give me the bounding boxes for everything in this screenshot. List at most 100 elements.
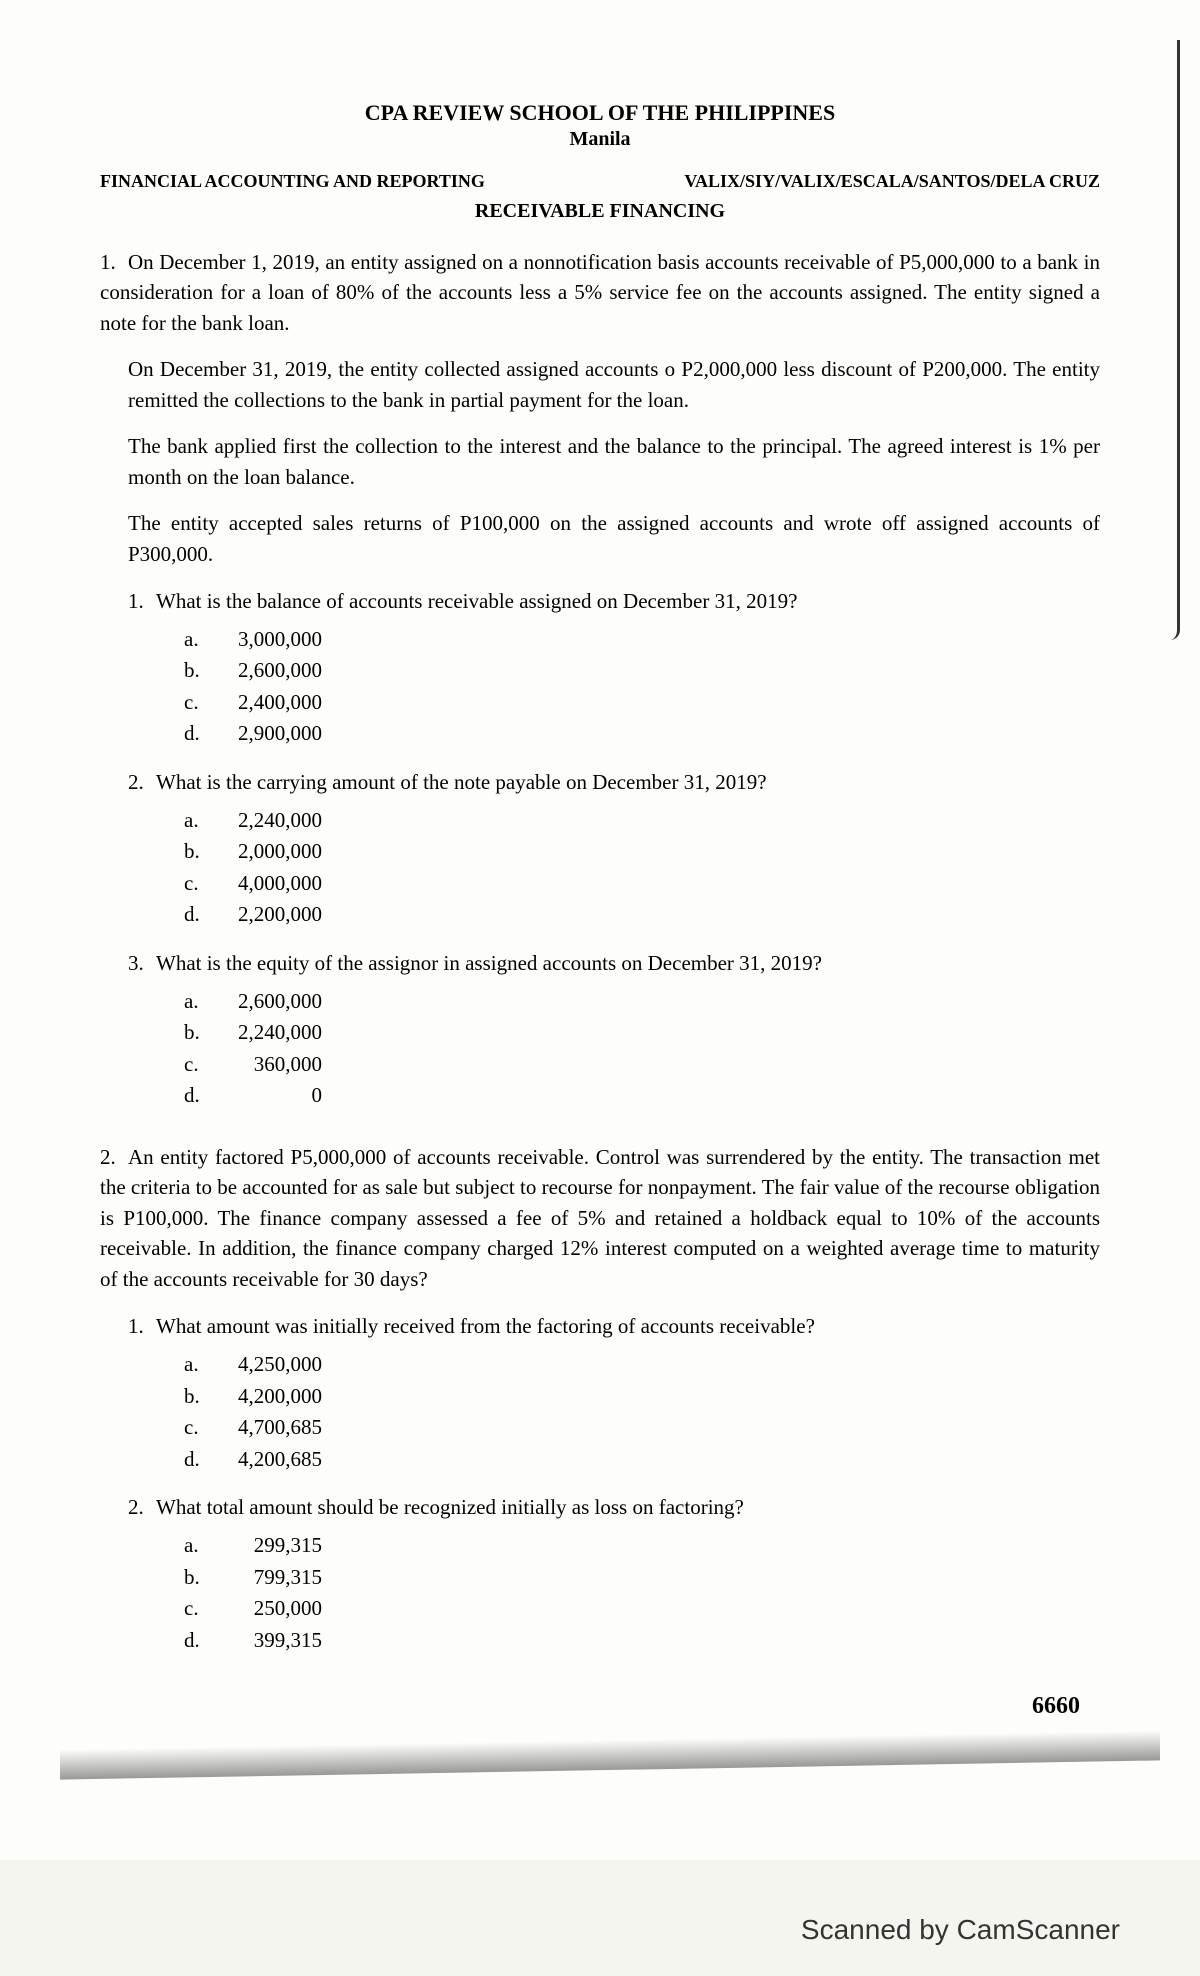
option-row: a.2,600,000: [184, 986, 1100, 1018]
option-letter: c.: [184, 1049, 212, 1081]
option-letter: a.: [184, 1530, 212, 1562]
course-name: FINANCIAL ACCOUNTING AND REPORTING: [100, 171, 485, 192]
sub-question-body: What is the carrying amount of the note …: [156, 770, 767, 794]
sub-question: 1.What is the balance of accounts receiv…: [100, 589, 1100, 750]
option-row: c.2,400,000: [184, 687, 1100, 719]
option-value: 4,700,685: [212, 1412, 322, 1444]
option-row: a.3,000,000: [184, 624, 1100, 656]
option-value: 2,240,000: [212, 805, 322, 837]
problem-number: 1.: [100, 247, 128, 277]
option-letter: a.: [184, 1349, 212, 1381]
option-value: 2,600,000: [212, 986, 322, 1018]
problem-number: 2.: [100, 1142, 128, 1172]
option-letter: b.: [184, 655, 212, 687]
option-letter: b.: [184, 1381, 212, 1413]
option-row: c.360,000: [184, 1049, 1100, 1081]
option-letter: a.: [184, 986, 212, 1018]
sub-question: 3.What is the equity of the assignor in …: [100, 951, 1100, 1112]
option-value: 4,250,000: [212, 1349, 322, 1381]
option-letter: d.: [184, 1080, 212, 1112]
sub-question: 2.What is the carrying amount of the not…: [100, 770, 1100, 931]
sub-question: 1.What amount was initially received fro…: [100, 1314, 1100, 1475]
sub-question: 2.What total amount should be recognized…: [100, 1495, 1100, 1656]
sub-question-number: 1.: [128, 1314, 156, 1339]
option-letter: d.: [184, 718, 212, 750]
option-row: a.4,250,000: [184, 1349, 1100, 1381]
option-row: c.4,700,685: [184, 1412, 1100, 1444]
option-value: 4,200,000: [212, 1381, 322, 1413]
problem-paragraph: On December 31, 2019, the entity collect…: [100, 354, 1100, 415]
option-value: 299,315: [212, 1530, 322, 1562]
option-letter: b.: [184, 836, 212, 868]
options-list: a.2,240,000 b.2,000,000 c.4,000,000 d.2,…: [128, 805, 1100, 931]
sub-question-number: 1.: [128, 589, 156, 614]
options-list: a.2,600,000 b.2,240,000 c.360,000 d.0: [128, 986, 1100, 1112]
school-title: CPA REVIEW SCHOOL OF THE PHILIPPINES: [100, 100, 1100, 126]
sub-question-body: What amount was initially received from …: [156, 1314, 815, 1338]
sub-question-number: 3.: [128, 951, 156, 976]
sub-question-text: 1.What is the balance of accounts receiv…: [128, 589, 1100, 614]
sub-question-text: 2.What is the carrying amount of the not…: [128, 770, 1100, 795]
option-value: 2,200,000: [212, 899, 322, 931]
page-number: 6660: [1032, 1693, 1080, 1720]
option-letter: c.: [184, 1593, 212, 1625]
option-value: 2,900,000: [212, 718, 322, 750]
option-value: 3,000,000: [212, 624, 322, 656]
option-row: c.4,000,000: [184, 868, 1100, 900]
problem-1: 1.On December 1, 2019, an entity assigne…: [100, 247, 1100, 1112]
sub-question-body: What total amount should be recognized i…: [156, 1495, 744, 1519]
option-row: d.0: [184, 1080, 1100, 1112]
option-letter: d.: [184, 1625, 212, 1657]
option-row: d.2,200,000: [184, 899, 1100, 931]
document-page: CPA REVIEW SCHOOL OF THE PHILIPPINES Man…: [0, 0, 1200, 1860]
option-letter: a.: [184, 624, 212, 656]
option-letter: c.: [184, 868, 212, 900]
option-value: 2,600,000: [212, 655, 322, 687]
option-letter: b.: [184, 1017, 212, 1049]
problem-paragraph: The bank applied first the collection to…: [100, 431, 1100, 492]
course-row: FINANCIAL ACCOUNTING AND REPORTING VALIX…: [100, 171, 1100, 192]
option-value: 2,240,000: [212, 1017, 322, 1049]
option-value: 2,400,000: [212, 687, 322, 719]
sub-question-number: 2.: [128, 770, 156, 795]
school-location: Manila: [100, 128, 1100, 151]
topic-title: RECEIVABLE FINANCING: [100, 200, 1100, 223]
option-letter: d.: [184, 1444, 212, 1476]
option-row: b.4,200,000: [184, 1381, 1100, 1413]
option-row: a.299,315: [184, 1530, 1100, 1562]
option-value: 2,000,000: [212, 836, 322, 868]
option-row: b.2,000,000: [184, 836, 1100, 868]
option-row: b.2,240,000: [184, 1017, 1100, 1049]
sub-question-body: What is the equity of the assignor in as…: [156, 951, 822, 975]
option-row: b.2,600,000: [184, 655, 1100, 687]
option-row: d.4,200,685: [184, 1444, 1100, 1476]
problem-intro-text: An entity factored P5,000,000 of account…: [100, 1145, 1100, 1291]
options-list: a.299,315 b.799,315 c.250,000 d.399,315: [128, 1530, 1100, 1656]
option-letter: c.: [184, 1412, 212, 1444]
scanner-watermark: Scanned by CamScanner: [801, 1914, 1120, 1946]
problem-intro-text: On December 1, 2019, an entity assigned …: [100, 250, 1100, 335]
option-row: d.2,900,000: [184, 718, 1100, 750]
option-letter: d.: [184, 899, 212, 931]
option-value: 399,315: [212, 1625, 322, 1657]
option-row: d.399,315: [184, 1625, 1100, 1657]
sub-question-text: 3.What is the equity of the assignor in …: [128, 951, 1100, 976]
page-edge-artifact: [1168, 40, 1180, 640]
scan-shadow-artifact: [60, 1730, 1160, 1779]
option-row: c.250,000: [184, 1593, 1100, 1625]
option-value: 250,000: [212, 1593, 322, 1625]
problem-paragraph: The entity accepted sales returns of P10…: [100, 508, 1100, 569]
option-row: b.799,315: [184, 1562, 1100, 1594]
option-row: a.2,240,000: [184, 805, 1100, 837]
sub-question-body: What is the balance of accounts receivab…: [156, 589, 797, 613]
problem-intro: 2.An entity factored P5,000,000 of accou…: [100, 1142, 1100, 1294]
option-value: 4,200,685: [212, 1444, 322, 1476]
sub-question-number: 2.: [128, 1495, 156, 1520]
option-value: 0: [212, 1080, 322, 1112]
authors: VALIX/SIY/VALIX/ESCALA/SANTOS/DELA CRUZ: [684, 171, 1100, 192]
options-list: a.3,000,000 b.2,600,000 c.2,400,000 d.2,…: [128, 624, 1100, 750]
sub-question-text: 2.What total amount should be recognized…: [128, 1495, 1100, 1520]
option-letter: c.: [184, 687, 212, 719]
problem-intro: 1.On December 1, 2019, an entity assigne…: [100, 247, 1100, 338]
option-letter: a.: [184, 805, 212, 837]
